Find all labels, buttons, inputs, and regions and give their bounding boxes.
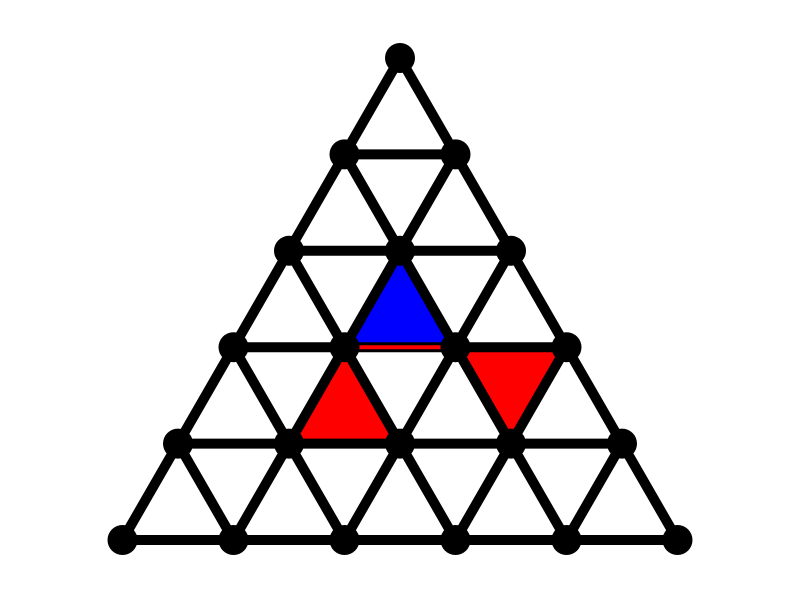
grid-edge — [339, 149, 405, 256]
grid-edge — [506, 438, 572, 545]
grid-node — [440, 525, 471, 555]
cells-layer — [289, 250, 567, 444]
grid-edge — [561, 438, 627, 545]
grid-edge — [450, 438, 516, 545]
grid-edge — [395, 342, 461, 449]
grid-node — [274, 235, 304, 266]
grid-edge — [395, 438, 461, 545]
grid-edge — [395, 245, 461, 353]
grid-edge — [395, 53, 461, 160]
grid-node — [218, 332, 249, 363]
grid-node — [440, 139, 471, 170]
highlighted-cell-red — [455, 347, 567, 444]
grid-node — [329, 525, 360, 555]
grid-edge — [450, 149, 516, 256]
grid-edge — [506, 342, 572, 449]
grid-edge — [395, 149, 461, 256]
highlighted-cell-red — [289, 347, 400, 444]
grid-edge — [617, 438, 683, 545]
nodes-layer — [107, 43, 693, 555]
grid-node — [551, 525, 582, 555]
grid-edge — [284, 149, 350, 256]
highlighted-cell-blue — [344, 250, 456, 348]
grid-node — [551, 332, 582, 363]
grid-node — [385, 43, 415, 73]
grid-node — [107, 525, 138, 555]
grid-node — [163, 428, 193, 459]
grid-edge — [228, 438, 294, 545]
grid-edge — [284, 438, 350, 545]
grid-node — [329, 332, 360, 363]
grid-edge — [339, 245, 405, 353]
grid-edge — [339, 53, 405, 160]
grid-edge — [506, 245, 572, 353]
grid-edge — [173, 438, 239, 545]
grid-edge — [173, 342, 239, 449]
grid-edge — [450, 342, 516, 449]
grid-node — [385, 428, 415, 459]
grid-edge — [284, 245, 350, 353]
grid-edge — [228, 245, 294, 353]
grid-edge — [228, 342, 294, 449]
grid-node — [496, 428, 526, 459]
grid-edge — [117, 438, 183, 545]
grid-node — [329, 139, 360, 170]
grid-node — [385, 235, 415, 266]
grid-node — [440, 332, 471, 363]
grid-edge — [339, 438, 405, 545]
grid-edge — [561, 342, 627, 449]
grid-edge — [284, 342, 350, 449]
grid-edge — [450, 245, 516, 353]
grid-edge — [339, 342, 405, 449]
grid-node — [274, 428, 304, 459]
grid-node — [218, 525, 249, 555]
grid-node — [496, 235, 526, 266]
grid-node — [607, 428, 637, 459]
grid-node — [662, 525, 693, 555]
